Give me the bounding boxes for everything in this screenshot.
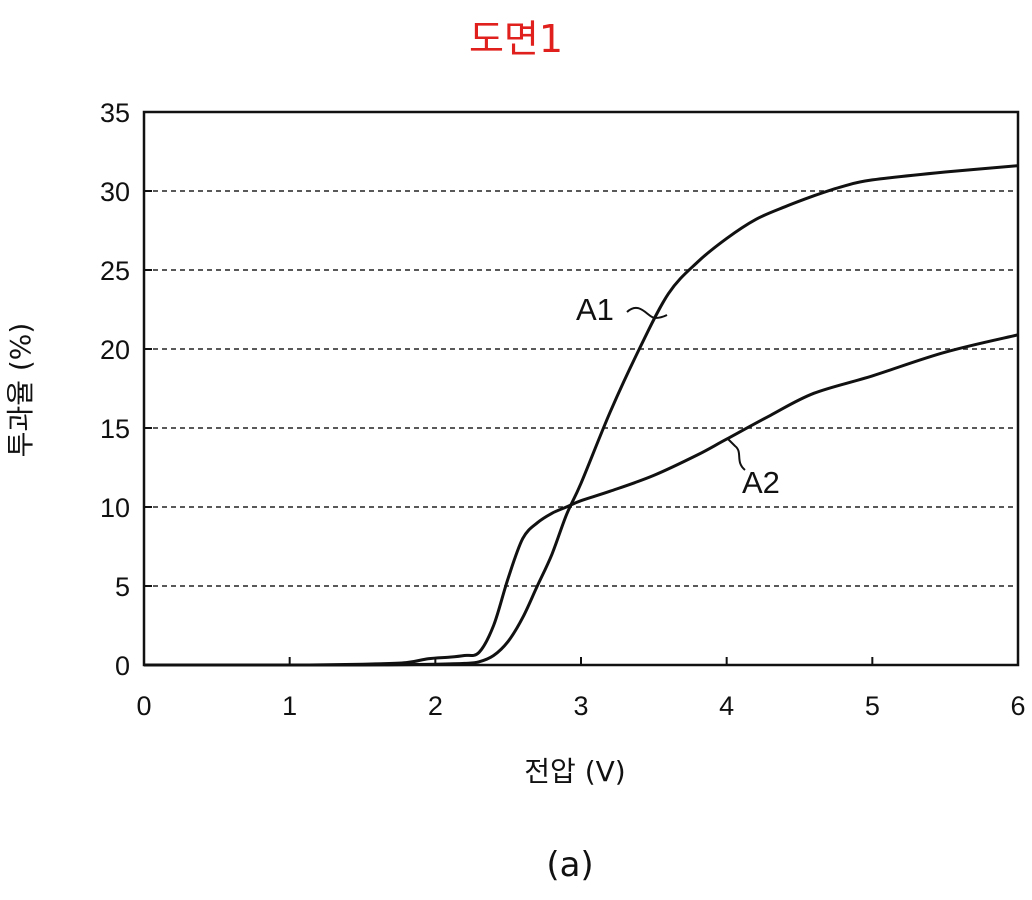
x-tick-label: 3 [573,691,588,721]
plot-frame [144,112,1018,665]
label-leader-a1 [627,308,667,318]
y-tick-label: 15 [100,414,130,444]
x-tick-label: 6 [1010,691,1025,721]
series-line-a2 [144,335,1018,665]
x-tick-label: 5 [865,691,880,721]
x-axis-title: 전압 (V) [524,755,625,788]
y-tick-label: 25 [100,256,130,286]
x-tick-label: 1 [282,691,297,721]
y-tick-label: 20 [100,335,130,365]
y-tick-label: 35 [100,98,130,128]
x-tick-label: 2 [428,691,443,721]
y-axis-title: 투과율 (%) [4,323,37,458]
series-label-a1: A1 [576,292,614,327]
series-line-a1 [144,166,1018,665]
series-lines [144,166,1018,665]
x-tick-label: 0 [136,691,151,721]
x-tick-label: 4 [719,691,734,721]
y-tick-label: 30 [100,177,130,207]
y-tick-label: 0 [115,651,130,681]
figure-caption: (a) [0,845,1032,885]
x-axis-ticks: 0 1 2 3 4 5 6 [136,657,1025,721]
series-label-a2: A2 [742,465,780,500]
y-tick-label: 5 [115,572,130,602]
grid-lines [144,191,1018,586]
series-labels: A1 A2 [576,292,780,500]
y-tick-label: 10 [100,493,130,523]
